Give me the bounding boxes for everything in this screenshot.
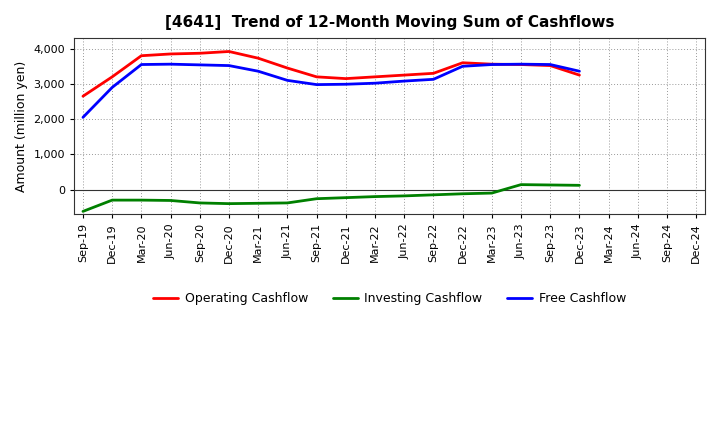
Investing Cashflow (341, 195, 350, 200)
Y-axis label: Amount (million yen): Amount (million yen) (15, 61, 28, 192)
Investing Cashflow (459, 191, 467, 196)
Operating Cashflow (371, 74, 379, 80)
Investing Cashflow (487, 191, 496, 196)
Investing Cashflow (195, 200, 204, 205)
Free Cashflow (108, 85, 117, 90)
Investing Cashflow (78, 209, 87, 214)
Operating Cashflow (283, 66, 292, 71)
Operating Cashflow (78, 94, 87, 99)
Line: Operating Cashflow: Operating Cashflow (83, 51, 580, 96)
Operating Cashflow (312, 74, 321, 80)
Investing Cashflow (575, 183, 584, 188)
Operating Cashflow (575, 73, 584, 78)
Legend: Operating Cashflow, Investing Cashflow, Free Cashflow: Operating Cashflow, Investing Cashflow, … (148, 287, 631, 310)
Free Cashflow (400, 78, 408, 84)
Free Cashflow (487, 62, 496, 67)
Investing Cashflow (166, 198, 175, 203)
Free Cashflow (254, 69, 263, 74)
Operating Cashflow (195, 51, 204, 56)
Operating Cashflow (166, 51, 175, 57)
Free Cashflow (459, 64, 467, 69)
Investing Cashflow (254, 201, 263, 206)
Free Cashflow (137, 62, 145, 67)
Free Cashflow (575, 69, 584, 74)
Free Cashflow (429, 77, 438, 82)
Operating Cashflow (108, 74, 117, 80)
Investing Cashflow (283, 200, 292, 205)
Operating Cashflow (487, 62, 496, 67)
Free Cashflow (517, 62, 526, 67)
Operating Cashflow (254, 55, 263, 61)
Line: Investing Cashflow: Investing Cashflow (83, 185, 580, 211)
Operating Cashflow (517, 62, 526, 67)
Operating Cashflow (400, 73, 408, 78)
Investing Cashflow (400, 193, 408, 198)
Operating Cashflow (225, 49, 233, 54)
Investing Cashflow (137, 198, 145, 203)
Investing Cashflow (225, 201, 233, 206)
Free Cashflow (546, 62, 554, 67)
Operating Cashflow (429, 71, 438, 76)
Investing Cashflow (429, 192, 438, 198)
Investing Cashflow (108, 198, 117, 203)
Free Cashflow (371, 81, 379, 86)
Free Cashflow (312, 82, 321, 87)
Operating Cashflow (341, 76, 350, 81)
Free Cashflow (78, 115, 87, 120)
Investing Cashflow (371, 194, 379, 199)
Free Cashflow (225, 63, 233, 68)
Free Cashflow (341, 81, 350, 87)
Investing Cashflow (546, 182, 554, 187)
Free Cashflow (166, 62, 175, 67)
Operating Cashflow (459, 60, 467, 66)
Operating Cashflow (546, 63, 554, 68)
Free Cashflow (283, 78, 292, 83)
Operating Cashflow (137, 53, 145, 59)
Investing Cashflow (517, 182, 526, 187)
Investing Cashflow (312, 196, 321, 202)
Title: [4641]  Trend of 12-Month Moving Sum of Cashflows: [4641] Trend of 12-Month Moving Sum of C… (165, 15, 614, 30)
Free Cashflow (195, 62, 204, 67)
Line: Free Cashflow: Free Cashflow (83, 64, 580, 117)
